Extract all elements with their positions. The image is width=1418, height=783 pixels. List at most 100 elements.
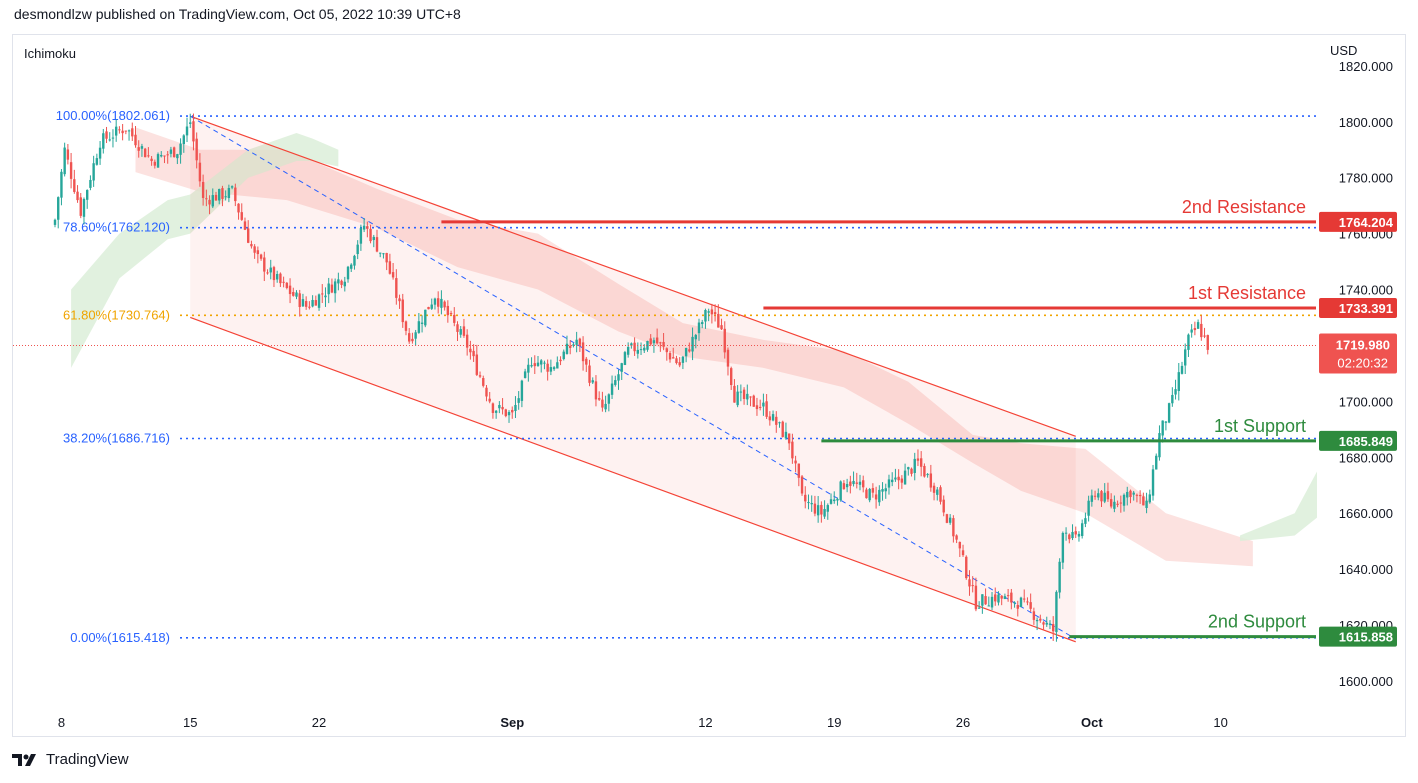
level-label: 2nd Support xyxy=(1208,612,1306,632)
candle-body xyxy=(491,403,495,413)
fib-level-label: 61.80%(1730.764) xyxy=(63,307,170,322)
candle-body xyxy=(366,226,369,229)
candle-body xyxy=(881,489,884,492)
candle-body xyxy=(1090,495,1094,502)
candle-body xyxy=(292,292,295,296)
candle-body xyxy=(114,126,118,136)
candle-body xyxy=(218,188,221,201)
candle-body xyxy=(304,301,308,307)
candle-body xyxy=(86,190,89,200)
level-label: 1st Resistance xyxy=(1188,283,1306,303)
candle-body xyxy=(234,187,237,202)
candle-body xyxy=(311,299,314,307)
y-tick-label: 1680.000 xyxy=(1339,450,1393,465)
channel-upper-line xyxy=(190,115,1076,437)
candle-body xyxy=(887,479,891,488)
x-tick-label: Sep xyxy=(500,715,524,730)
price-channel xyxy=(189,115,1076,643)
candle-body xyxy=(1006,595,1010,597)
candle-body xyxy=(79,197,82,216)
candle-body xyxy=(897,476,900,481)
candle-body xyxy=(1029,602,1032,609)
candle-body xyxy=(839,481,842,501)
candle-body xyxy=(1200,323,1203,338)
candle-body xyxy=(98,147,102,159)
candle-body xyxy=(559,359,562,362)
candle-body xyxy=(1035,619,1039,622)
time-axis: 8 15 22 Sep 12 19 26 Oct 10 xyxy=(58,715,1228,730)
indicator-label[interactable]: Ichimoku xyxy=(24,46,77,61)
candle-body xyxy=(343,281,346,287)
currency-label[interactable]: USD xyxy=(1330,43,1358,58)
candle-body xyxy=(417,321,421,333)
candle-body xyxy=(572,344,575,346)
candle-body xyxy=(536,362,540,366)
candle-body xyxy=(913,458,916,473)
candle-body xyxy=(1206,335,1209,350)
candle-body xyxy=(907,467,910,470)
candle-body xyxy=(697,322,701,334)
candle-body xyxy=(675,358,678,364)
fibonacci-levels: 100.00%(1802.061) 78.60%(1762.120) 61.80%(… xyxy=(56,108,1316,645)
channel-fill xyxy=(190,116,1076,642)
candle-body xyxy=(939,487,942,502)
candle-body xyxy=(787,433,791,444)
candle-body xyxy=(166,154,169,156)
candle-body xyxy=(540,360,543,365)
candle-body xyxy=(362,225,366,230)
candle-body xyxy=(971,585,974,587)
x-tick-label: Oct xyxy=(1081,715,1103,730)
candle-body xyxy=(942,499,945,513)
candle-body xyxy=(1048,623,1052,625)
candle-body xyxy=(581,342,585,362)
price-axis: 1820.0001800.0001780.0001760.0001740.000… xyxy=(1339,59,1393,689)
candle-body xyxy=(845,484,849,488)
candle-body xyxy=(916,458,920,461)
candle-body xyxy=(256,250,260,255)
candle-body xyxy=(655,337,659,344)
candle-body xyxy=(932,485,936,493)
candle-body xyxy=(359,228,363,244)
candle-body xyxy=(337,279,340,284)
candle-body xyxy=(678,362,681,366)
candle-body xyxy=(623,352,627,365)
candle-body xyxy=(182,135,185,145)
candle-body xyxy=(1129,490,1132,498)
candle-body xyxy=(250,244,253,247)
candle-body xyxy=(1122,494,1126,506)
candle-body xyxy=(482,378,485,386)
candle-body xyxy=(1068,534,1071,540)
candle-body xyxy=(771,414,775,421)
candle-body xyxy=(285,282,289,288)
candle-body xyxy=(1171,394,1174,404)
candle-body xyxy=(713,312,717,314)
candle-body xyxy=(1145,500,1148,508)
candle-body xyxy=(739,391,743,393)
candle-body xyxy=(523,371,527,378)
candle-body xyxy=(1080,523,1084,536)
footer-brand[interactable]: TradingView xyxy=(12,751,129,768)
level-label: 1st Support xyxy=(1214,416,1306,436)
candle-body xyxy=(868,488,871,501)
candle-body xyxy=(994,594,997,602)
candle-body xyxy=(317,294,321,308)
channel-lower-line xyxy=(190,316,1076,643)
candle-body xyxy=(308,306,311,308)
candle-body xyxy=(514,404,517,411)
candle-body xyxy=(768,416,772,421)
candle-body xyxy=(1177,372,1180,392)
candle-body xyxy=(433,298,437,305)
candle-body xyxy=(617,374,620,381)
candle-body xyxy=(60,171,63,198)
candle-body xyxy=(546,363,549,372)
candle-body xyxy=(411,338,414,342)
fib-level-label: 100.00%(1802.061) xyxy=(56,108,170,123)
candle-body xyxy=(1032,611,1036,620)
candle-body xyxy=(1064,532,1068,534)
candle-body xyxy=(588,365,591,383)
candle-body xyxy=(591,380,594,383)
candle-body xyxy=(746,393,749,400)
candle-body xyxy=(691,336,694,352)
candle-body xyxy=(388,261,392,274)
